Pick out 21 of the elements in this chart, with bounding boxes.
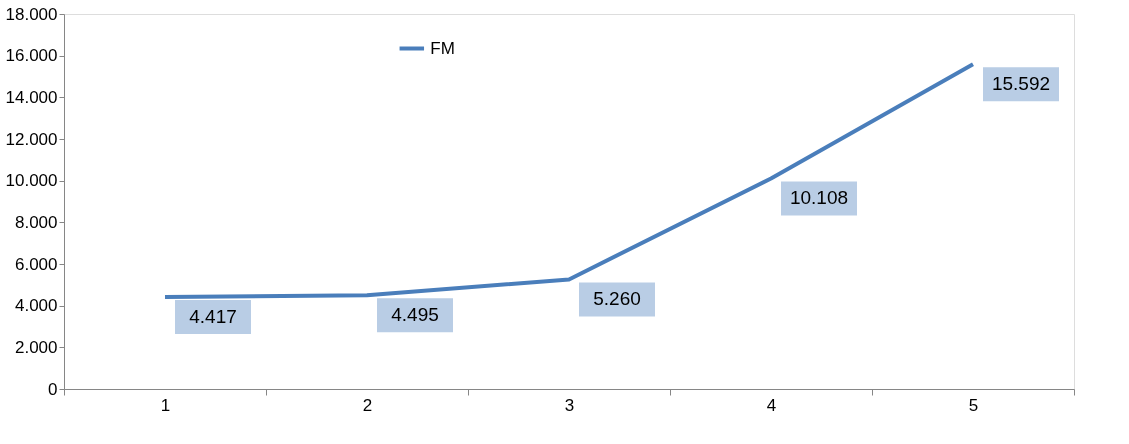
text: 15.592	[991, 73, 1051, 95]
x-tick-label: 2	[362, 395, 373, 415]
text: 5.260	[593, 288, 641, 310]
x-tick-label: 3	[564, 395, 575, 415]
y-tick-label: 8.000	[14, 212, 58, 232]
y-tick-label: 18.000	[5, 4, 58, 24]
y-tick-label: 2.000	[14, 337, 58, 357]
x-tick-label: 5	[968, 395, 979, 415]
x-tick-label: 1	[160, 395, 171, 415]
y-tick-label: 12.000	[5, 129, 58, 149]
y-tick-label: 10.000	[5, 171, 58, 191]
y-tick-label: 14.000	[5, 87, 58, 107]
y-tick-label: 6.000	[14, 254, 58, 274]
legend-label: FM	[430, 38, 455, 58]
x-tick-label: 4	[766, 395, 777, 415]
y-tick-label: 4.000	[14, 296, 58, 316]
text: 10.108	[789, 187, 849, 209]
text: 4.417	[189, 305, 237, 327]
y-tick-label: 16.000	[5, 46, 58, 66]
y-tick-label: 0	[48, 379, 58, 399]
text: 4.495	[391, 304, 439, 326]
